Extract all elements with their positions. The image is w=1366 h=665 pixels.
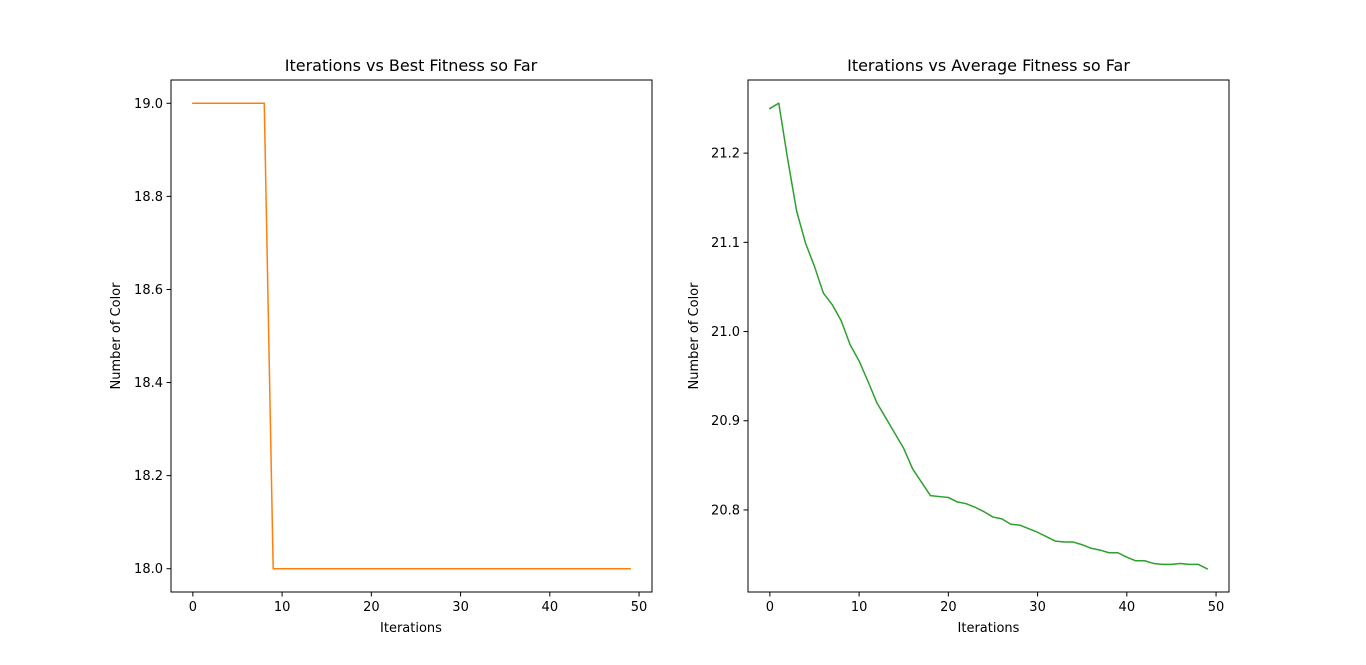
y-tick-label: 21.1 (711, 236, 740, 251)
y-tick-label: 19.0 (134, 97, 163, 112)
axes-frame (170, 79, 653, 593)
x-tick-label: 20 (363, 600, 380, 615)
x-tick-label: 50 (631, 600, 648, 615)
plot-area: 0 10 20 30 40 50 20.8 20.9 21.0 21.1 21.2 (711, 79, 1230, 615)
x-axis-label: Iterations (380, 621, 442, 636)
y-axis-label: Number of Color (687, 282, 702, 390)
x-tick-label: 0 (189, 600, 197, 615)
chart-title: Iterations vs Best Fitness so Far (285, 56, 538, 75)
y-tick-label: 21.2 (711, 147, 740, 162)
y-tick-label: 18.8 (134, 190, 163, 205)
x-axis-label: Iterations (958, 621, 1020, 636)
axes-frame (747, 79, 1230, 593)
x-tick-label: 10 (851, 600, 868, 615)
y-tick-label: 20.9 (711, 414, 740, 429)
x-tick-label: 40 (1119, 600, 1136, 615)
y-tick-label: 21.0 (711, 325, 740, 340)
chart-average-fitness: Iterations vs Average Fitness so Far 0 10… (687, 56, 1230, 636)
series-line (192, 102, 631, 570)
y-tick-label: 18.0 (134, 562, 163, 577)
x-tick-label: 10 (274, 600, 291, 615)
x-tick-label: 0 (766, 600, 774, 615)
chart-best-fitness: Iterations vs Best Fitness so Far 0 10 20 3… (109, 56, 653, 636)
x-tick-label: 50 (1208, 600, 1225, 615)
x-tick-label: 40 (542, 600, 559, 615)
y-tick-label: 18.4 (134, 376, 163, 391)
chart-title: Iterations vs Average Fitness so Far (847, 56, 1130, 75)
y-tick-label: 20.8 (711, 503, 740, 518)
y-tick-label: 18.6 (134, 283, 163, 298)
y-axis-label: Number of Color (109, 282, 124, 390)
plot-area: 0 10 20 30 40 50 18.0 18.2 18.4 18.6 18.8 19.0 (134, 79, 653, 615)
series-line (768, 102, 1209, 570)
x-tick-label: 30 (452, 600, 469, 615)
x-tick-label: 30 (1029, 600, 1046, 615)
y-tick-label: 18.2 (134, 469, 163, 484)
x-tick-label: 20 (940, 600, 957, 615)
